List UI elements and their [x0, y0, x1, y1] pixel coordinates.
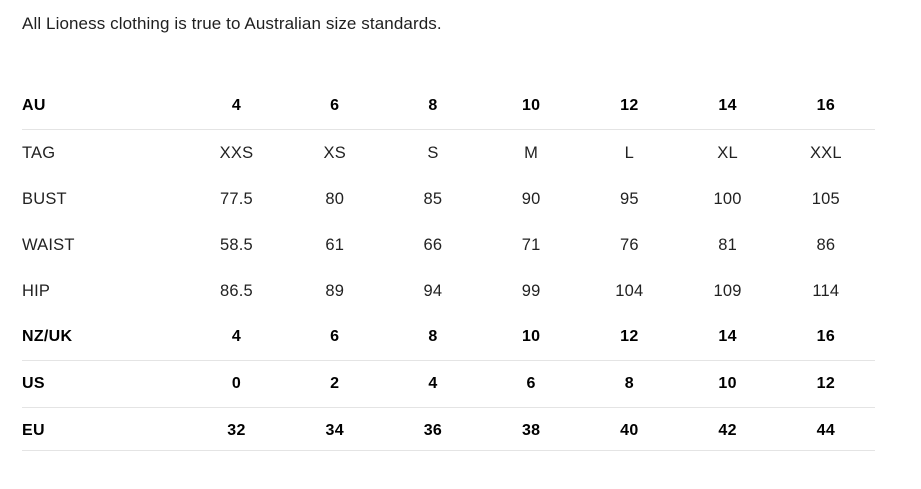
cell-tag-col4: M	[524, 143, 539, 162]
row-label-eu: EU	[22, 422, 45, 439]
cell-nz-uk-col2: 6	[285, 314, 384, 361]
cell-eu-col3: 36	[423, 422, 443, 439]
cell-eu-col7: 44	[816, 422, 836, 439]
size-conversion-table: AU 4 6 8 10 12 14 16 TAG XXS XS S M L XL XXL BUST 77.5 80 8…	[22, 83, 875, 454]
cell-nz-uk-col3: 8	[383, 314, 483, 361]
cell-tag-col1: XXS	[219, 143, 254, 162]
cell-us-col4: 6	[482, 360, 581, 408]
cell-tag-col6: XL	[717, 143, 738, 162]
table-row: WAIST 58.5 61 66 71 76 81 86	[22, 222, 875, 268]
cell-waist-col5: 76	[619, 235, 639, 254]
cell-au-col4: 10	[482, 83, 581, 130]
cell-us-col7: 12	[776, 360, 875, 408]
row-label-au: AU	[22, 83, 188, 130]
cell-waist-col1: 58.5	[220, 235, 253, 254]
cell-hip-col4: 99	[521, 281, 541, 300]
row-label-waist: WAIST	[22, 235, 75, 254]
cell-hip-col2: 89	[325, 281, 345, 300]
cell-hip-col7: 114	[812, 281, 840, 300]
table-row: NZ/UK 4 6 8 10 12 14 16	[22, 314, 875, 361]
cell-eu-col6: 42	[718, 422, 737, 439]
cell-nz-uk-col6: 14	[678, 314, 777, 361]
intro-text: All Lioness clothing is true to Australi…	[22, 14, 442, 33]
cell-us-col1: 0	[187, 360, 286, 408]
row-label-nz-uk: NZ/UK	[22, 314, 188, 361]
cell-eu-col2: 34	[325, 422, 344, 439]
cell-us-col6: 10	[678, 360, 777, 408]
table-row: TAG XXS XS S M L XL XXL	[22, 130, 875, 177]
cell-bust-col5: 95	[619, 189, 639, 208]
row-label-tag: TAG	[22, 143, 56, 162]
row-label-bust: BUST	[22, 189, 67, 208]
cell-au-col7: 16	[776, 83, 875, 130]
table-row: EU 32 34 36 38 40 42 44	[22, 408, 875, 455]
cell-eu-col1: 32	[227, 422, 246, 439]
cell-waist-col2: 61	[325, 235, 345, 254]
cell-nz-uk-col1: 4	[187, 314, 286, 361]
table-body: AU 4 6 8 10 12 14 16 TAG XXS XS S M L XL XXL BUST 77.5 80 8…	[22, 83, 875, 454]
cell-tag-col3: S	[427, 143, 439, 162]
cell-waist-col3: 66	[423, 235, 443, 254]
cell-waist-col4: 71	[521, 235, 541, 254]
table-row: HIP 86.5 89 94 99 104 109 114	[22, 268, 875, 314]
table-row: AU 4 6 8 10 12 14 16	[22, 83, 875, 130]
table-row: BUST 77.5 80 85 90 95 100 105	[22, 176, 875, 222]
cell-hip-col5: 104	[615, 281, 644, 300]
cell-bust-col3: 85	[423, 189, 443, 208]
cell-bust-col4: 90	[521, 189, 541, 208]
row-label-hip: HIP	[22, 281, 51, 300]
cell-tag-col7: XXL	[809, 143, 842, 162]
cell-us-col2: 2	[285, 360, 384, 408]
cell-waist-col7: 86	[816, 235, 836, 254]
cell-waist-col6: 81	[718, 235, 737, 254]
cell-au-col2: 6	[285, 83, 384, 130]
cell-tag-col5: L	[624, 143, 635, 162]
cell-eu-col5: 40	[620, 422, 639, 439]
cell-bust-col2: 80	[325, 189, 345, 208]
cell-nz-uk-col7: 16	[776, 314, 875, 361]
cell-bust-col7: 105	[811, 189, 840, 208]
cell-au-col1: 4	[187, 83, 286, 130]
cell-nz-uk-col5: 12	[580, 314, 679, 361]
cell-hip-col3: 94	[423, 281, 443, 300]
cell-us-col3: 4	[383, 360, 483, 408]
cell-nz-uk-col4: 10	[482, 314, 581, 361]
row-label-us: US	[22, 360, 188, 408]
cell-hip-col1: 86.5	[220, 281, 253, 300]
cell-au-col3: 8	[383, 83, 483, 130]
cell-tag-col2: XS	[323, 143, 346, 162]
cell-eu-col4: 38	[521, 422, 541, 439]
cell-au-col6: 14	[678, 83, 777, 130]
cell-bust-col6: 100	[713, 189, 742, 208]
table-bottom-rule	[22, 450, 875, 451]
cell-us-col5: 8	[580, 360, 679, 408]
cell-bust-col1: 77.5	[220, 189, 253, 208]
cell-hip-col6: 109	[713, 281, 742, 300]
cell-au-col5: 12	[580, 83, 679, 130]
table-row: US 0 2 4 6 8 10 12	[22, 360, 875, 408]
